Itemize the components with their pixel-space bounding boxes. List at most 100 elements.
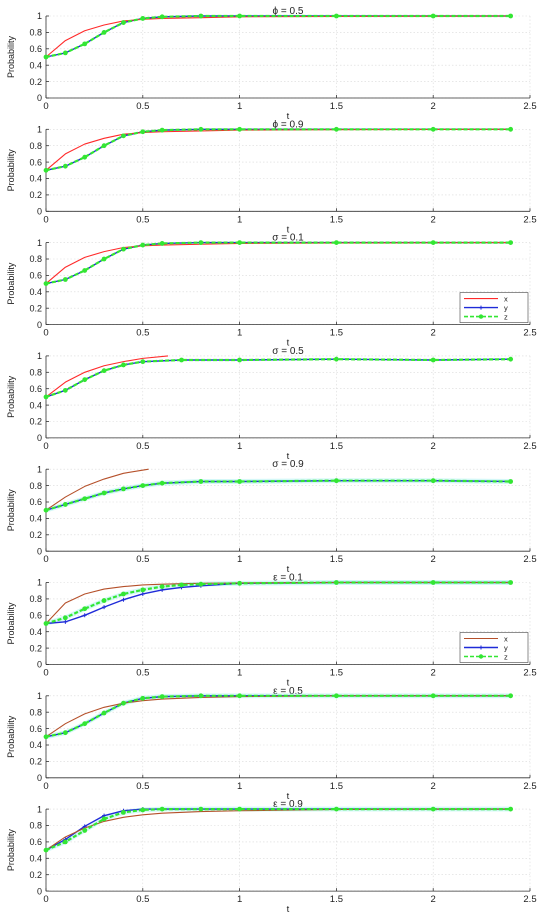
data-point-z xyxy=(121,133,126,139)
y-tick-label: 0.6 xyxy=(29,157,42,167)
y-tick-label: 0.6 xyxy=(29,271,42,281)
y-axis-label: Probability xyxy=(6,602,16,645)
y-tick-label: 0.8 xyxy=(29,254,42,264)
x-tick-label: 0 xyxy=(43,214,48,225)
data-point-z xyxy=(508,479,514,484)
x-tick-label: 1 xyxy=(237,781,242,792)
x-axis-label: t xyxy=(287,678,290,689)
plot-area xyxy=(46,355,530,438)
series-line-z xyxy=(45,808,511,852)
x-tick-label: 2.5 xyxy=(523,214,536,225)
subplot-2: 0 0.5 1 1.5 2 2.5 0 0.2 0.4 0.6 0.8 1 ϕ = 0.9 t Probab… xyxy=(6,119,537,235)
data-point-z xyxy=(62,277,68,282)
x-tick-label: 0.5 xyxy=(136,668,149,679)
x-axis-label: t xyxy=(287,791,290,802)
y-tick-label: 0.2 xyxy=(29,643,42,653)
y-axis-label: Probability xyxy=(6,149,16,192)
plot-area xyxy=(46,16,530,98)
y-tick-label: 0.6 xyxy=(29,497,42,507)
y-tick-label: 1 xyxy=(37,351,42,361)
x-tick-label: 1.5 xyxy=(330,101,343,112)
y-tick-label: 0.2 xyxy=(29,870,42,880)
legend-label-x: x xyxy=(504,635,508,644)
subplot-4: 0 0.5 1 1.5 2 2.5 0 0.2 0.4 0.6 0.8 1 σ = 0.5 t Probab… xyxy=(6,346,537,462)
data-point-z xyxy=(159,241,165,246)
x-tick-label: 2.5 xyxy=(523,894,536,905)
y-tick-label: 0 xyxy=(37,660,42,670)
y-tick-label: 0.4 xyxy=(29,60,42,70)
x-tick-label: 2 xyxy=(431,668,436,679)
data-point-z xyxy=(43,167,49,173)
legend-label-y: y xyxy=(504,644,508,653)
data-point-y xyxy=(63,619,68,624)
data-point-z xyxy=(159,14,165,20)
x-tick-label: 0 xyxy=(43,441,48,452)
x-tick-label: 0 xyxy=(43,894,48,905)
series-line-x xyxy=(45,355,169,398)
data-point-z xyxy=(82,721,88,727)
data-point-z xyxy=(334,580,339,585)
legend-marker-z xyxy=(478,654,484,659)
x-tick-label: 2.5 xyxy=(523,554,536,565)
data-point-z xyxy=(140,359,146,365)
y-tick-label: 0.8 xyxy=(29,368,42,378)
data-point-z xyxy=(159,694,165,700)
x-tick-label: 2 xyxy=(431,554,436,565)
y-axis-label: Probability xyxy=(6,262,16,305)
y-tick-label: 0.6 xyxy=(29,837,42,847)
x-tick-label: 0 xyxy=(43,668,48,679)
data-point-z xyxy=(101,710,107,716)
data-point-z xyxy=(121,20,126,25)
x-tick-label: 2.5 xyxy=(523,668,536,679)
x-tick-label: 0.5 xyxy=(136,554,149,565)
data-point-z xyxy=(179,357,184,363)
data-point-z xyxy=(43,621,49,626)
y-tick-label: 0.4 xyxy=(29,174,42,184)
data-point-z xyxy=(508,356,514,362)
x-tick-label: 0.5 xyxy=(136,328,149,339)
x-tick-label: 0 xyxy=(43,554,48,565)
data-point-z xyxy=(334,478,339,484)
plot-area xyxy=(46,695,530,778)
y-tick-label: 0 xyxy=(37,207,42,217)
data-point-z xyxy=(121,591,126,597)
y-tick-label: 0.4 xyxy=(29,400,42,410)
data-point-z xyxy=(82,828,88,833)
legend: xyz xyxy=(459,632,529,663)
data-point-z xyxy=(101,30,107,35)
x-tick-label: 0.5 xyxy=(136,894,149,905)
data-point-z xyxy=(430,693,436,699)
data-point-z xyxy=(82,268,88,273)
plot-area xyxy=(46,129,530,212)
y-axis-label: Probability xyxy=(6,489,16,532)
data-point-z xyxy=(140,807,146,813)
data-point-z xyxy=(334,693,339,699)
x-tick-label: 0 xyxy=(43,101,48,112)
legend-label-x: x xyxy=(504,295,508,304)
series-band xyxy=(46,580,511,626)
data-point-z xyxy=(237,240,243,246)
data-point-z xyxy=(430,478,436,484)
subplot-title: ϕ = 0.9 xyxy=(273,119,304,130)
x-tick-label: 2.5 xyxy=(523,101,536,112)
x-tick-label: 1 xyxy=(237,554,242,565)
x-axis-label: t xyxy=(287,111,290,122)
x-tick-label: 1.5 xyxy=(330,441,343,452)
data-point-z xyxy=(198,126,204,132)
subplot-1: 0 0.5 1 1.5 2 2.5 0 0.2 0.4 0.6 0.8 1 ϕ = 0.5 t Probab… xyxy=(6,6,537,122)
y-axis-label: Probability xyxy=(6,375,16,418)
plot-area xyxy=(46,809,530,892)
subplot-title: ε = 0.5 xyxy=(273,686,303,697)
data-point-y xyxy=(121,597,126,602)
x-axis-label: t xyxy=(287,564,290,575)
data-point-z xyxy=(140,129,146,135)
data-point-z xyxy=(159,806,165,812)
data-point-z xyxy=(101,598,107,603)
data-point-z xyxy=(43,847,49,853)
data-point-z xyxy=(82,41,88,47)
y-tick-label: 0 xyxy=(37,546,42,556)
data-point-z xyxy=(508,240,514,246)
data-point-z xyxy=(430,126,436,132)
series-line-z xyxy=(45,479,511,512)
y-tick-label: 1 xyxy=(37,238,42,248)
